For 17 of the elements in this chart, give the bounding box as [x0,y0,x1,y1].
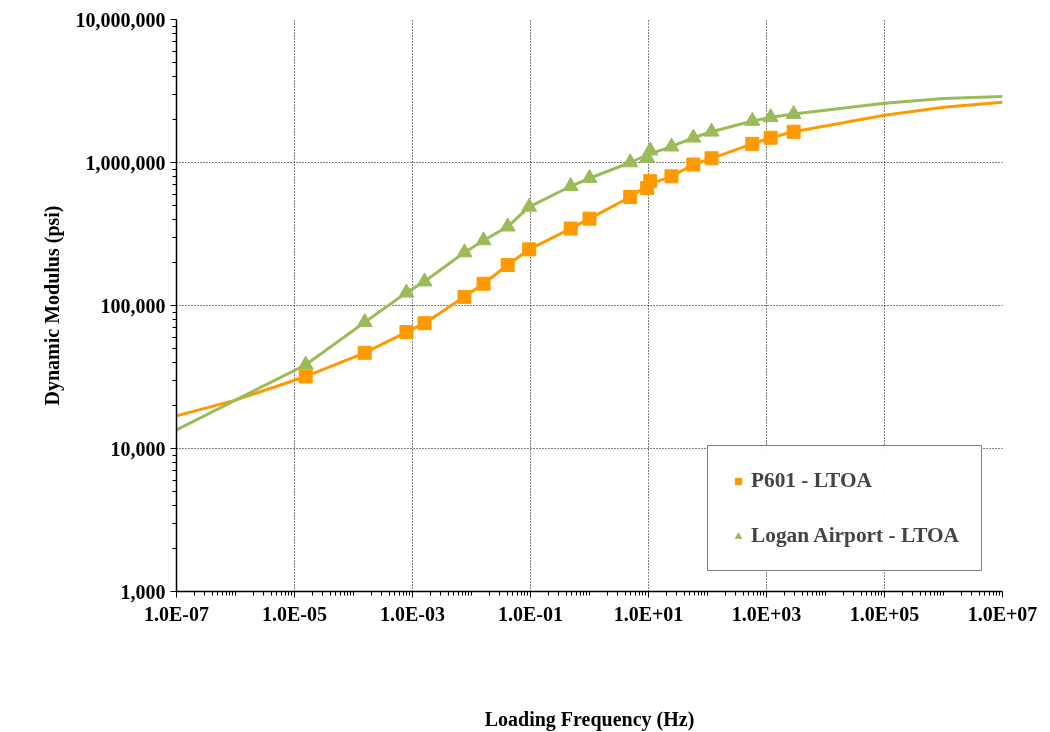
y-tick-label: 1,000 [120,580,166,603]
y-tick-label: 10,000 [110,437,166,460]
x-tick-label: 1.0E-05 [262,602,327,625]
y-tick-label: 1,000,000 [85,151,166,174]
x-tick-label: 1.0E-03 [380,602,445,625]
y-tick-label: 10,000,000 [75,8,166,31]
x-tick-label: 1.0E+01 [613,602,684,625]
x-axis-title: Loading Frequency (Hz) [484,707,695,731]
x-tick-label: 1.0E+07 [967,602,1038,625]
x-tick-label: 1.0E+03 [731,602,802,625]
y-tick-label: 100,000 [100,294,166,317]
y-axis-title: Dynamic Modulus (psi) [40,205,64,406]
legend-label: Logan Airport - LTOA [751,523,959,548]
x-tick-label: 1.0E-01 [498,602,563,625]
x-tick-label: 1.0E-07 [144,602,209,625]
legend-label: P601 - LTOA [751,468,872,493]
x-tick-label: 1.0E+05 [849,602,920,625]
